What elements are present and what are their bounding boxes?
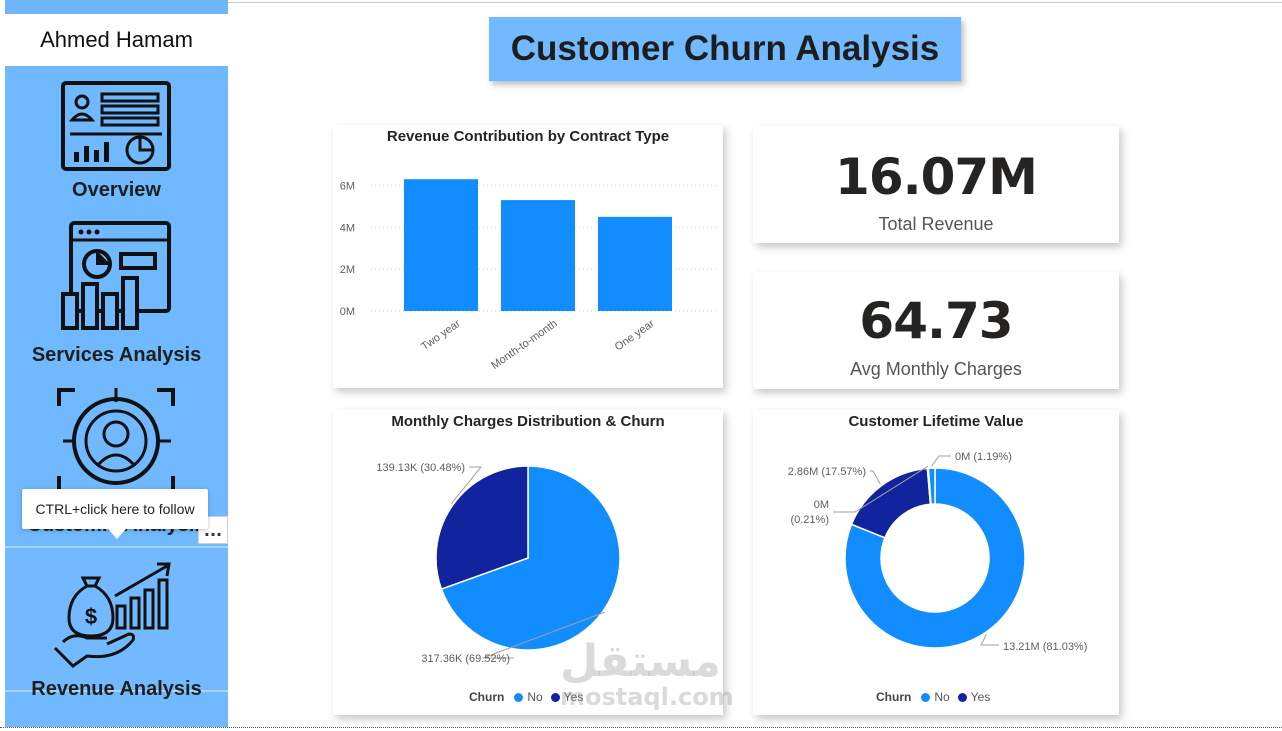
follow-link-tooltip: CTRL+click here to follow: [22, 489, 208, 529]
legend-no-label: No: [934, 690, 950, 704]
legend-no-marker: [921, 692, 931, 702]
page-title: Customer Churn Analysis: [489, 17, 961, 81]
pie-slice: [850, 467, 932, 539]
revenue-by-contract-card[interactable]: Revenue Contribution by Contract Type 0M…: [333, 125, 723, 388]
canvas-top-border: [228, 2, 1282, 3]
pie-chart: 317.36K (69.52%) 139.13K (30.48%): [376, 462, 621, 665]
data-label: 2.86M (17.57%): [788, 466, 866, 478]
tooltip-arrow: [108, 529, 126, 539]
chart-title: Revenue Contribution by Contract Type: [386, 128, 670, 145]
customer-lifetime-value-card[interactable]: Customer Lifetime Value 13.21M (81.03%) 2…: [753, 410, 1119, 715]
sidebar-item-label: Services Analysis: [31, 344, 202, 366]
money-growth-icon: $: [53, 562, 171, 668]
data-label: (0.21%): [790, 514, 829, 526]
leader-line: [870, 470, 881, 485]
data-label: 139.13K (30.48%): [376, 462, 465, 474]
legend-yes-label: Yes: [970, 690, 991, 704]
data-label: 317.36K (69.52%): [421, 653, 510, 665]
x-tick-label: Two year: [419, 317, 463, 353]
chart-title: Monthly Charges Distribution & Churn: [391, 413, 665, 430]
data-label: 13.21M (81.03%): [1003, 641, 1087, 653]
author-name: Ahmed Hamam: [5, 14, 228, 66]
monthly-charges-churn-card[interactable]: Monthly Charges Distribution & Churn 317…: [333, 410, 723, 715]
total-revenue-card[interactable]: 16.07M Total Revenue: [753, 126, 1119, 243]
legend-no-marker: [514, 692, 524, 702]
data-label: 0M: [814, 499, 829, 511]
leader-line: [450, 466, 483, 505]
sidebar-item-overview[interactable]: Overview: [5, 66, 228, 206]
sidebar-top-strip: [5, 0, 228, 14]
bar: [501, 200, 575, 311]
x-tick-label: Month-to-month: [489, 318, 559, 372]
y-tick-label: 2M: [340, 264, 355, 276]
avg-monthly-charges-card[interactable]: 64.73 Avg Monthly Charges: [753, 272, 1119, 389]
legend-yes-label: Yes: [563, 690, 584, 704]
chart-legend: Churn No Yes: [469, 690, 583, 704]
bar: [404, 179, 478, 311]
legend-no-label: No: [527, 690, 543, 704]
donut-chart: 13.21M (81.03%) 2.86M (17.57%) 0M (0.21%) 0M…: [788, 451, 1088, 653]
legend-yes-marker: [550, 692, 560, 702]
dashboard-icon: [61, 81, 171, 171]
legend-title: Churn: [469, 690, 505, 704]
pie-slice: [927, 467, 936, 505]
bar-chart: 0M 2M 4M 6M Two year Month-to-month One year: [340, 179, 718, 372]
pie-slice: [435, 465, 529, 591]
y-tick-label: 4M: [340, 222, 355, 234]
legend-yes-marker: [957, 692, 967, 702]
sidebar-item-revenue-analysis[interactable]: $ Revenue Analysis: [5, 546, 228, 700]
pie-slice: [440, 465, 621, 651]
y-tick-label: 0M: [340, 306, 355, 318]
sidebar-item-services-analysis[interactable]: Services Analysis: [5, 210, 228, 375]
chart-title: Customer Lifetime Value: [848, 413, 1024, 430]
data-label: 0M (1.19%): [955, 451, 1012, 463]
leader-line: [482, 611, 606, 659]
leader-line: [980, 634, 999, 646]
kpi-label: Avg Monthly Charges: [850, 359, 1022, 379]
customer-target-icon: [57, 388, 175, 494]
kpi-label: Total Revenue: [878, 214, 994, 234]
leader-line: [833, 465, 928, 513]
kpi-value: 16.07M: [835, 148, 1038, 206]
y-tick-label: 6M: [340, 180, 355, 192]
leader-line: [931, 455, 951, 467]
legend-title: Churn: [876, 690, 912, 704]
sidebar-item-label: Overview: [72, 179, 161, 201]
web-analytics-icon: [61, 221, 171, 330]
pie-slice: [844, 467, 1026, 649]
chart-legend: Churn No Yes: [876, 690, 990, 704]
sidebar-item-label: Revenue Analysis: [31, 678, 202, 700]
canvas-bottom-border: [0, 727, 1282, 728]
kpi-value: 64.73: [859, 292, 1013, 350]
x-tick-label: One year: [613, 317, 657, 353]
more-options-button[interactable]: ...: [198, 516, 228, 544]
sidebar: Ahmed Hamam Overview: [5, 0, 228, 727]
svg-text:$: $: [85, 604, 97, 629]
bar: [598, 216, 672, 311]
